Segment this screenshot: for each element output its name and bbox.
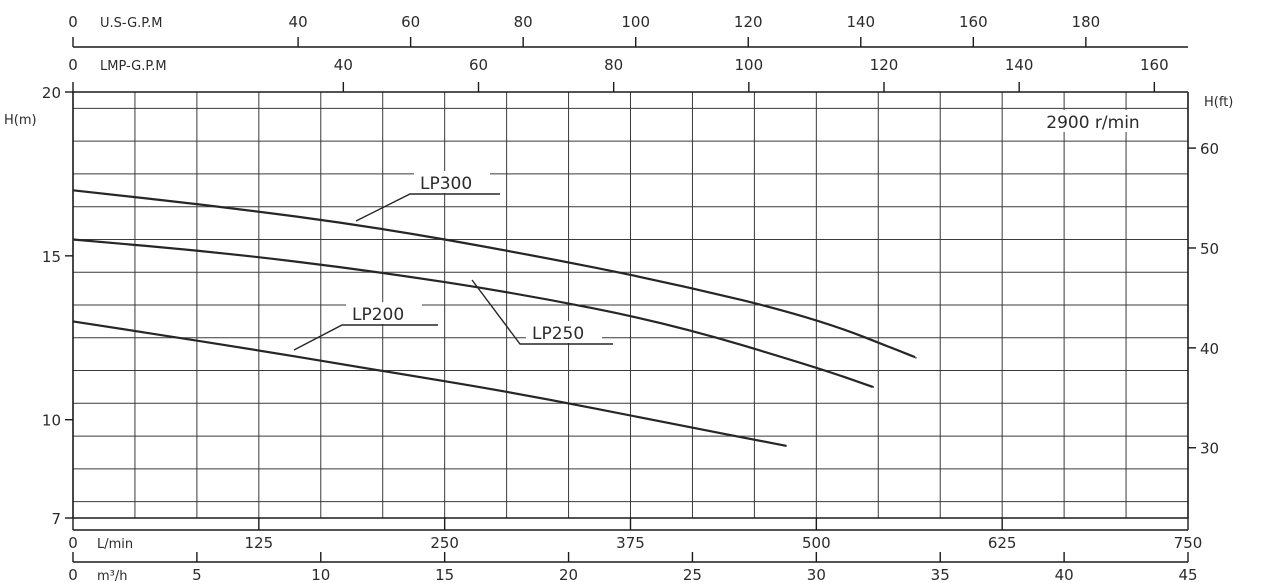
top-axis-2-tick-label: 80: [604, 56, 623, 74]
top-axis-2-tick-label: 140: [1005, 56, 1034, 74]
series-label-lp200: LP200: [293, 302, 438, 351]
bottom-axis-1-tick-label: 375: [616, 534, 645, 552]
series-label-text-lp250: LP250: [532, 324, 584, 344]
series-label-bg-lp200: [346, 302, 422, 324]
y-axis-left-tick-label: 15: [42, 248, 61, 266]
speed-annotation: 2900 r/min: [1046, 113, 1139, 133]
top-axis-2-tick-label: 120: [870, 56, 899, 74]
bottom-axis-2-tick-label: 25: [683, 566, 702, 583]
top-axis-1-label: U.S-G.P.M: [100, 16, 162, 31]
curve-lp250: [72, 238, 874, 388]
top-axis-1-tick-label: 0: [68, 13, 78, 31]
top-axis-1-tick-label: 80: [514, 13, 533, 31]
leader-line-lp200: [293, 324, 438, 351]
speed-annotation-box: [1018, 110, 1168, 132]
top-axis-1-tick-label: 40: [289, 13, 308, 31]
y-axis-right-tick-label: 50: [1200, 240, 1219, 258]
top-axis-1-tick-label: 180: [1072, 13, 1101, 31]
y-axis-left-tick-label: 7: [51, 510, 61, 528]
bottom-axis-2-tick-label: 40: [1055, 566, 1074, 583]
y-axis-right-tick-label: 30: [1200, 440, 1219, 458]
leader-line-lp250: [471, 279, 613, 345]
y-axis-left-label: H(m): [4, 113, 37, 128]
top-axis-1-tick-label: 160: [959, 13, 988, 31]
curve-lp200: [72, 320, 788, 447]
bottom-axis-2-tick-label: 45: [1178, 566, 1197, 583]
top-axis-2-tick-label: 160: [1140, 56, 1169, 74]
curve-lp300: [72, 189, 917, 359]
series-label-lp250: LP250: [471, 279, 613, 345]
bottom-axis-1-tick-label: 750: [1174, 534, 1203, 552]
y-axis-left-tick-label: 20: [42, 84, 61, 102]
top-axis-1-tick-label: 60: [401, 13, 420, 31]
bottom-axis-1-tick-label: 250: [430, 534, 459, 552]
top-axis-2-label: LMP-G.P.M: [100, 59, 167, 74]
leader-line-lp300: [355, 193, 500, 222]
top-axis-2-tick-label: 40: [334, 56, 353, 74]
bottom-axis-2-tick-label: 35: [931, 566, 950, 583]
series-label-text-lp300: LP300: [420, 174, 472, 194]
y-axis-left-tick-label: 10: [42, 412, 61, 430]
bottom-axis-1-label: L/min: [97, 537, 133, 552]
y-axis-right-label: H(ft): [1204, 95, 1233, 110]
series-label-bg-lp300: [414, 171, 490, 193]
top-axis-2-tick-label: 100: [735, 56, 764, 74]
bottom-axis-1-tick-label: 625: [988, 534, 1017, 552]
bottom-axis-1-tick-label: 500: [802, 534, 831, 552]
y-axis-right-tick-label: 60: [1200, 140, 1219, 158]
bottom-axis-2-tick-label: 5: [192, 566, 202, 583]
plot-grid: [73, 92, 1188, 518]
y-axis-right-tick-label: 40: [1200, 340, 1219, 358]
bottom-axis-2-tick-label: 30: [807, 566, 826, 583]
series-label-bg-lp250: [526, 321, 602, 343]
top-axis-1-tick-label: 140: [846, 13, 875, 31]
top-axis-2-tick-label: 0: [68, 56, 78, 74]
series-label-text-lp200: LP200: [352, 305, 404, 325]
pump-curves: [72, 189, 917, 447]
top-axis-2-tick-label: 60: [469, 56, 488, 74]
bottom-axis-2-label: m³/h: [97, 569, 128, 583]
bottom-axis-2-tick-label: 20: [559, 566, 578, 583]
top-axis-1-tick-label: 100: [621, 13, 650, 31]
bottom-axis-1-tick-label: 0: [68, 534, 78, 552]
top-axis-1-tick-label: 120: [734, 13, 763, 31]
bottom-axis-2-tick-label: 15: [435, 566, 454, 583]
bottom-axis-1-tick-label: 125: [245, 534, 274, 552]
bottom-axis-2-tick-label: 0: [68, 566, 78, 583]
bottom-axis-2-tick-label: 10: [311, 566, 330, 583]
series-label-lp300: LP300: [355, 171, 500, 222]
